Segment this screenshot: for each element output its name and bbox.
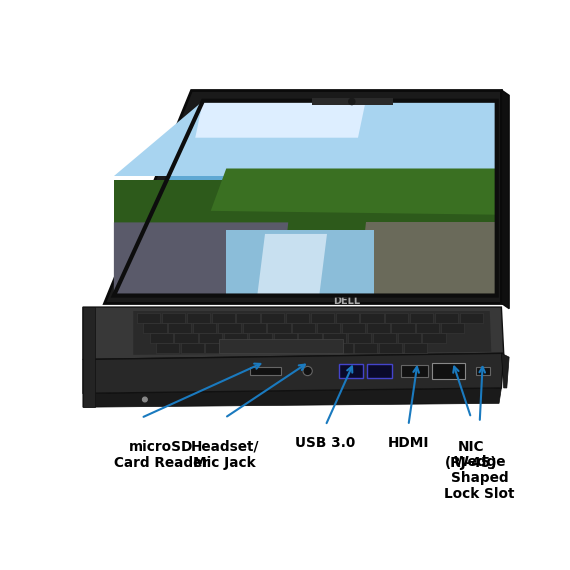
Polygon shape xyxy=(342,323,365,332)
Polygon shape xyxy=(257,234,327,296)
Polygon shape xyxy=(242,323,266,332)
Polygon shape xyxy=(149,333,173,343)
Polygon shape xyxy=(397,333,421,343)
Polygon shape xyxy=(267,323,291,332)
Polygon shape xyxy=(373,333,396,343)
Polygon shape xyxy=(502,353,509,388)
Polygon shape xyxy=(298,333,321,343)
Polygon shape xyxy=(292,323,315,332)
Text: microSD
Card Reader: microSD Card Reader xyxy=(114,439,209,470)
Polygon shape xyxy=(404,343,427,352)
Polygon shape xyxy=(401,365,428,377)
Polygon shape xyxy=(286,314,309,323)
Polygon shape xyxy=(392,323,414,332)
Polygon shape xyxy=(114,101,496,296)
Polygon shape xyxy=(317,323,340,332)
Polygon shape xyxy=(156,343,179,352)
Polygon shape xyxy=(367,323,390,332)
Polygon shape xyxy=(226,230,373,296)
Polygon shape xyxy=(385,314,408,323)
Polygon shape xyxy=(379,343,402,352)
Polygon shape xyxy=(354,343,377,352)
Polygon shape xyxy=(211,314,235,323)
Polygon shape xyxy=(218,340,343,353)
Polygon shape xyxy=(476,367,490,375)
Polygon shape xyxy=(211,169,496,215)
Circle shape xyxy=(142,397,147,402)
Polygon shape xyxy=(133,311,491,355)
Polygon shape xyxy=(114,222,288,296)
Polygon shape xyxy=(83,307,95,407)
Polygon shape xyxy=(83,388,502,407)
Polygon shape xyxy=(323,333,347,343)
Polygon shape xyxy=(205,343,229,352)
Polygon shape xyxy=(181,343,204,352)
Circle shape xyxy=(349,99,355,104)
Polygon shape xyxy=(143,323,166,332)
Polygon shape xyxy=(502,90,509,308)
Text: NIC
(RJ-45): NIC (RJ-45) xyxy=(445,439,498,470)
Polygon shape xyxy=(358,222,496,296)
Polygon shape xyxy=(433,363,465,380)
Polygon shape xyxy=(311,97,393,105)
Polygon shape xyxy=(193,323,216,332)
Polygon shape xyxy=(187,314,210,323)
Polygon shape xyxy=(196,101,366,138)
Polygon shape xyxy=(83,307,504,360)
Polygon shape xyxy=(255,343,278,352)
Text: HDMI: HDMI xyxy=(388,437,429,450)
Polygon shape xyxy=(435,314,458,323)
Polygon shape xyxy=(311,314,334,323)
Text: Wedge
Shaped
Lock Slot: Wedge Shaped Lock Slot xyxy=(445,455,515,502)
Polygon shape xyxy=(162,314,185,323)
Polygon shape xyxy=(114,180,496,230)
Text: DELL: DELL xyxy=(333,296,360,306)
Polygon shape xyxy=(230,343,254,352)
Text: USB 3.0: USB 3.0 xyxy=(295,437,356,450)
Polygon shape xyxy=(416,323,439,332)
Polygon shape xyxy=(83,353,504,393)
Polygon shape xyxy=(224,333,247,343)
Polygon shape xyxy=(339,364,364,378)
Polygon shape xyxy=(422,333,446,343)
Polygon shape xyxy=(199,333,222,343)
Text: Headset/
Mic Jack: Headset/ Mic Jack xyxy=(190,439,259,470)
Polygon shape xyxy=(336,314,359,323)
Polygon shape xyxy=(137,314,160,323)
Polygon shape xyxy=(174,333,198,343)
Polygon shape xyxy=(367,364,392,378)
Polygon shape xyxy=(218,323,241,332)
Polygon shape xyxy=(104,90,502,303)
Polygon shape xyxy=(168,323,192,332)
Polygon shape xyxy=(360,314,384,323)
Polygon shape xyxy=(410,314,433,323)
Polygon shape xyxy=(348,333,371,343)
Polygon shape xyxy=(237,314,259,323)
Polygon shape xyxy=(304,343,328,352)
Polygon shape xyxy=(441,323,464,332)
Polygon shape xyxy=(114,101,496,176)
Polygon shape xyxy=(274,333,297,343)
Polygon shape xyxy=(249,333,272,343)
Polygon shape xyxy=(261,314,284,323)
Polygon shape xyxy=(280,343,303,352)
Polygon shape xyxy=(250,367,280,375)
Polygon shape xyxy=(329,343,353,352)
Polygon shape xyxy=(459,314,483,323)
Circle shape xyxy=(303,367,312,376)
